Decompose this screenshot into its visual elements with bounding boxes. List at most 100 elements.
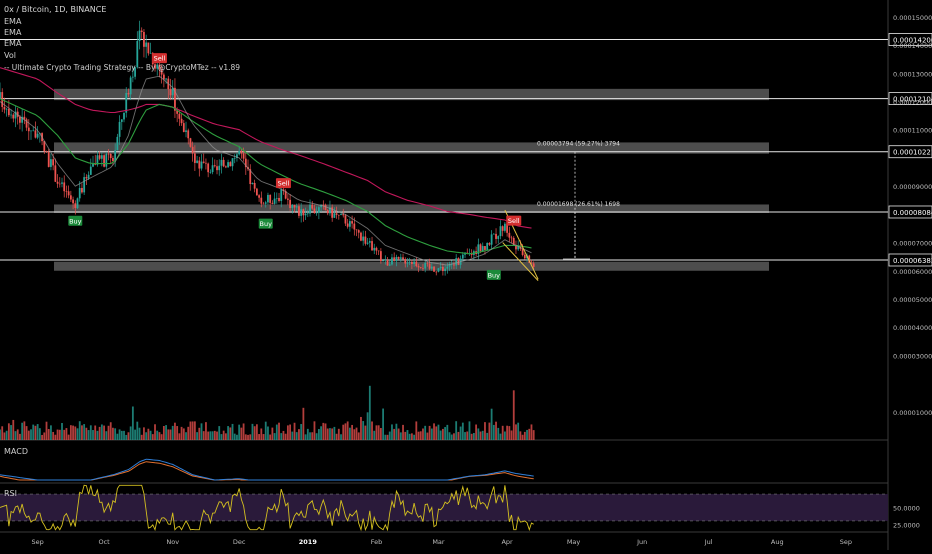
volume-bar [337, 428, 340, 440]
candle-body [337, 214, 340, 216]
signal-label: Sell [154, 55, 166, 63]
volume-bar [209, 431, 212, 440]
volume-bar [38, 428, 41, 440]
volume-bar [523, 431, 526, 440]
volume-bar [422, 428, 424, 440]
candle-body [34, 130, 37, 138]
candle-body [488, 243, 491, 245]
candle-body [430, 266, 433, 269]
candle-body [275, 197, 278, 199]
buy-signal-badge[interactable] [258, 218, 273, 229]
volume-bar [14, 431, 17, 440]
volume-bar [448, 432, 451, 440]
candle-body [10, 114, 12, 116]
volume-bar [521, 434, 524, 440]
candle-body [340, 214, 342, 216]
candle-body [129, 77, 132, 95]
volume-bar [23, 421, 26, 440]
support-resistance-zone [54, 88, 769, 101]
candle-body [32, 130, 35, 132]
candle-body [43, 141, 46, 152]
price-level-label: 0.00010221 [893, 149, 932, 157]
volume-bar [125, 434, 128, 440]
candle-body [67, 191, 70, 196]
candle-body [278, 197, 280, 201]
volume-bar [315, 433, 318, 440]
indicator-label[interactable]: EMA [4, 39, 22, 48]
volume-bar [488, 422, 491, 440]
volume-bar [231, 423, 234, 440]
volume-bar [120, 430, 123, 440]
price-tick-label: 0.00013000 [893, 70, 932, 78]
candle-body [12, 114, 15, 119]
candle-body [346, 223, 349, 227]
volume-bar [140, 434, 143, 440]
candle-body [322, 204, 325, 206]
volume-layer [0, 385, 535, 440]
volume-bar [453, 433, 455, 440]
price-tick-label: 0.00011000 [893, 127, 932, 135]
volume-bar [304, 434, 307, 440]
volume-bar [382, 408, 385, 440]
candle-body [52, 159, 55, 166]
volume-bar [0, 429, 1, 440]
candle-body [433, 266, 435, 272]
wedge-trendline[interactable] [502, 242, 539, 281]
volume-bar [131, 406, 134, 440]
sell-signal-badge[interactable] [151, 53, 167, 64]
volume-bar [227, 426, 229, 440]
candle-body [284, 190, 287, 199]
buy-signal-badge[interactable] [486, 269, 501, 280]
volume-bar [96, 430, 99, 440]
volume-bar [242, 423, 245, 440]
macd-label[interactable]: MACD [4, 447, 28, 456]
candle-body [397, 257, 400, 259]
signals-layer: Sell Buy Buy Sell Buy Sell [68, 53, 522, 280]
volume-bar [58, 429, 61, 440]
candle-body [69, 195, 72, 200]
volume-bar [364, 425, 367, 440]
volume-bar [419, 431, 422, 440]
rsi-label[interactable]: RSI [4, 489, 17, 498]
price-axis[interactable]: 0.00014200 0.00012104 0.00010221 0.00008084… [888, 14, 932, 529]
volume-bar [262, 434, 265, 440]
volume-bar [21, 422, 24, 440]
sell-signal-badge[interactable] [506, 215, 522, 226]
candle-body [138, 30, 141, 42]
indicator-label[interactable]: -- Ultimate Crypto Trading Strategy -- B… [4, 63, 240, 72]
volume-bar [353, 429, 356, 440]
time-tick-label: Oct [98, 538, 110, 546]
volume-bar [470, 433, 473, 440]
candle-body [253, 182, 256, 189]
volume-bar [211, 431, 214, 440]
volume-bar [89, 425, 92, 440]
candle-body [7, 108, 10, 116]
candle-body [45, 151, 48, 153]
candle-body [302, 209, 305, 216]
candle-body [89, 166, 92, 175]
indicator-label[interactable]: EMA [4, 28, 22, 37]
volume-bar [216, 431, 218, 440]
volume-bar [293, 422, 296, 440]
time-axis[interactable]: Sep Oct Nov Dec 2019 Feb Mar Apr May Jun Jul Aug Sep [32, 538, 853, 546]
volume-bar [67, 434, 70, 440]
indicator-label[interactable]: Vol [4, 51, 16, 60]
volume-bar [441, 428, 444, 440]
candle-body [360, 232, 362, 241]
buy-signal-badge[interactable] [68, 215, 83, 226]
candle-body [249, 169, 252, 185]
price-level-label: 0.00006382 [893, 257, 932, 265]
candle-body [125, 92, 128, 113]
volume-bar [143, 427, 145, 440]
volume-bar [98, 426, 101, 440]
macd-line [0, 458, 534, 481]
volume-bar [331, 428, 334, 440]
volume-bar [207, 431, 210, 440]
candle-body [56, 181, 59, 184]
candle-body [27, 127, 30, 132]
sell-signal-badge[interactable] [275, 178, 291, 189]
candle-body [304, 213, 307, 216]
indicator-label[interactable]: EMA [4, 17, 22, 26]
